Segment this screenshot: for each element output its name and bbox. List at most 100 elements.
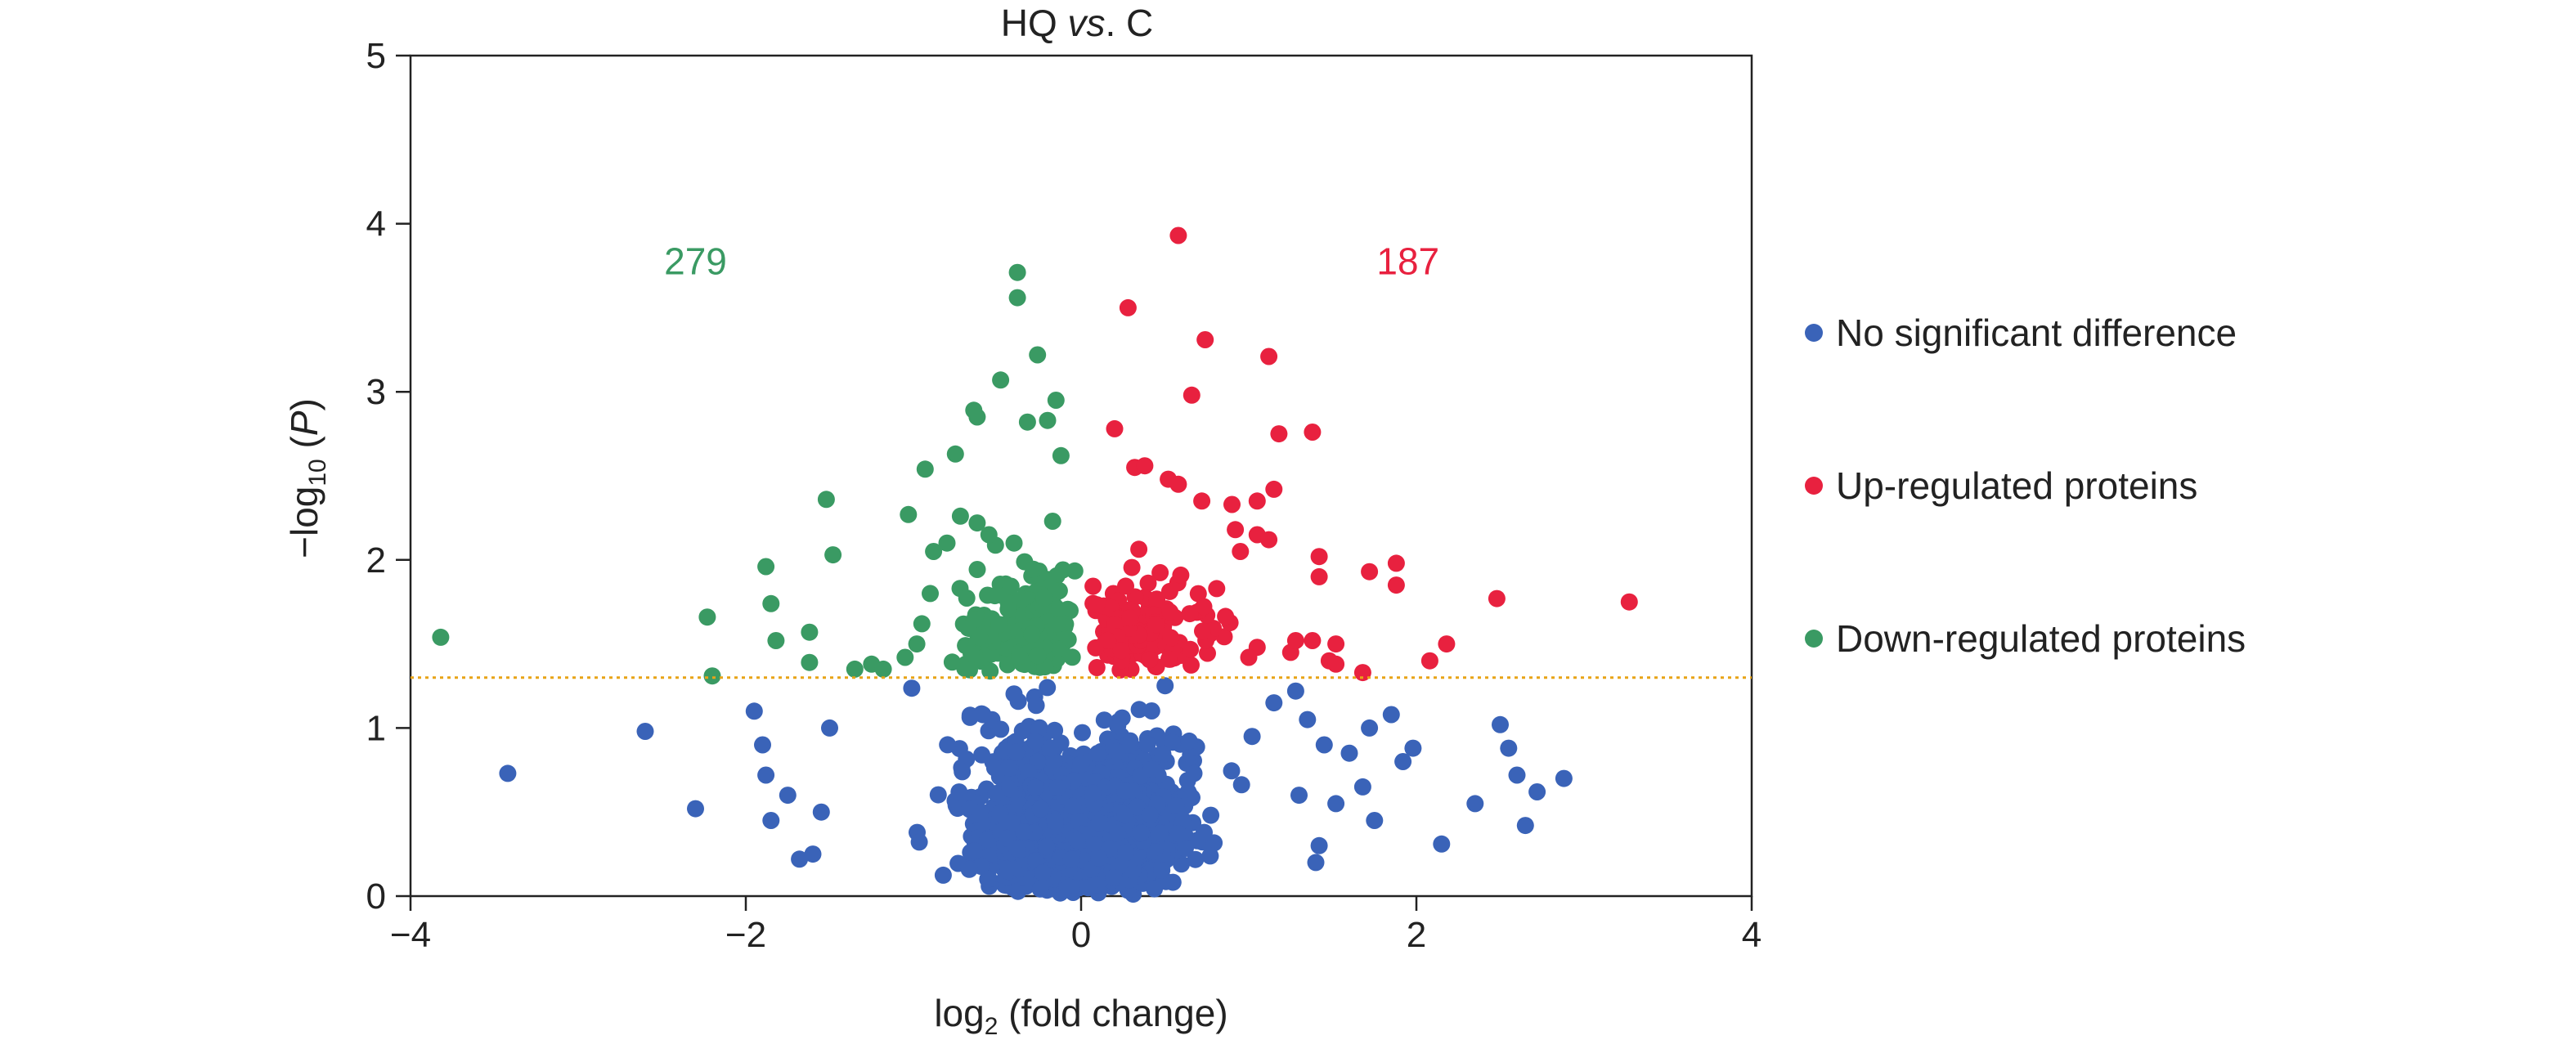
data-point-down-regulated (824, 546, 842, 564)
legend-marker-up-regulated (1805, 477, 1823, 495)
data-point-up-regulated (1260, 347, 1278, 365)
data-point-down-regulated (432, 628, 450, 646)
x-tick-label: −2 (725, 915, 766, 955)
data-point-no-significant (1129, 798, 1147, 816)
legend-marker-down-regulated (1805, 630, 1823, 648)
data-point-no-significant (1154, 745, 1172, 763)
data-point-no-significant (979, 831, 997, 849)
data-point-no-significant (1062, 850, 1080, 868)
data-point-up-regulated (1620, 593, 1638, 611)
data-point-down-regulated (938, 534, 956, 552)
y-tick-label: 1 (366, 708, 386, 748)
data-point-no-significant (1130, 701, 1148, 719)
data-point-down-regulated (762, 594, 780, 612)
data-point-down-regulated (916, 460, 934, 478)
data-point-down-regulated (986, 587, 1003, 605)
data-point-no-significant (1299, 711, 1317, 728)
data-point-no-significant (1500, 739, 1518, 757)
data-point-down-regulated (958, 590, 976, 607)
data-point-no-significant (961, 708, 979, 726)
data-point-no-significant (1003, 814, 1021, 832)
y-tick-label: 5 (366, 36, 386, 76)
data-point-up-regulated (1387, 554, 1405, 572)
legend-marker-no-significant (1805, 324, 1823, 342)
data-point-no-significant (1180, 732, 1198, 750)
data-point-up-regulated (1106, 419, 1124, 437)
data-point-down-regulated (922, 585, 939, 603)
data-point-down-regulated (896, 648, 914, 666)
data-point-no-significant (1015, 823, 1033, 841)
data-point-up-regulated (1183, 386, 1200, 404)
data-point-no-significant (985, 759, 1003, 777)
data-point-no-significant (1361, 719, 1379, 737)
data-point-no-significant (1031, 800, 1049, 818)
data-point-down-regulated (959, 619, 977, 637)
data-point-no-significant (687, 800, 704, 818)
data-point-down-regulated (1005, 534, 1023, 552)
data-point-no-significant (1327, 795, 1345, 813)
x-tick-label: 2 (1407, 915, 1426, 955)
data-point-no-significant (1516, 817, 1534, 835)
data-point-down-regulated (946, 445, 964, 463)
data-point-no-significant (960, 860, 978, 878)
legend-label-up-regulated: Up-regulated proteins (1836, 464, 2197, 507)
data-point-no-significant (1265, 694, 1283, 712)
data-point-down-regulated (846, 660, 864, 678)
data-point-no-significant (1202, 806, 1220, 824)
data-point-up-regulated (1123, 558, 1141, 576)
y-tick-label: 4 (366, 204, 386, 244)
down-regulated-count: 279 (664, 240, 727, 282)
data-point-up-regulated (1189, 585, 1207, 603)
data-point-no-significant (1508, 766, 1526, 784)
data-point-down-regulated (980, 526, 998, 544)
data-point-no-significant (1105, 868, 1123, 886)
data-point-down-regulated (992, 371, 1010, 389)
data-point-no-significant (1116, 806, 1134, 824)
data-point-up-regulated (1310, 567, 1328, 585)
data-point-up-regulated (1160, 650, 1178, 668)
data-point-up-regulated (1353, 664, 1371, 682)
data-point-no-significant (1201, 847, 1219, 865)
data-point-no-significant (1394, 753, 1412, 770)
data-point-no-significant (1433, 835, 1451, 853)
data-point-up-regulated (1139, 574, 1157, 592)
data-point-no-significant (1041, 739, 1059, 757)
data-point-down-regulated (968, 514, 986, 532)
data-point-up-regulated (1172, 566, 1190, 584)
data-point-down-regulated (757, 558, 775, 576)
data-point-no-significant (1187, 850, 1205, 868)
data-point-no-significant (1108, 742, 1126, 760)
data-point-up-regulated (1227, 521, 1245, 539)
data-point-no-significant (1045, 753, 1063, 771)
data-point-up-regulated (1387, 576, 1405, 594)
data-point-no-significant (1079, 879, 1097, 897)
x-tick-label: 4 (1742, 915, 1761, 955)
axis-ticks: −4 −2 0 2 4 0 1 2 3 4 5 (366, 36, 1762, 955)
data-point-up-regulated (1112, 642, 1130, 660)
data-point-no-significant (1088, 745, 1106, 762)
y-tick-label: 2 (366, 540, 386, 581)
data-point-no-significant (1005, 685, 1023, 703)
data-point-down-regulated (1063, 648, 1081, 666)
data-point-down-regulated (1029, 647, 1047, 665)
data-point-no-significant (1286, 682, 1304, 700)
data-point-up-regulated (1147, 616, 1165, 634)
data-point-up-regulated (1438, 635, 1456, 653)
data-point-down-regulated (698, 608, 716, 626)
data-point-no-significant (804, 845, 822, 863)
data-point-no-significant (1185, 764, 1203, 782)
data-point-down-regulated (1035, 589, 1053, 607)
data-point-no-significant (636, 723, 654, 740)
data-point-up-regulated (1136, 457, 1154, 475)
data-point-down-regulated (900, 505, 918, 523)
y-tick-label: 0 (366, 876, 386, 917)
data-point-down-regulated (1043, 513, 1061, 530)
data-point-no-significant (1066, 876, 1084, 894)
y-tick-label: 3 (366, 372, 386, 412)
data-point-no-significant (821, 719, 838, 737)
data-point-up-regulated (1248, 492, 1266, 510)
data-point-down-regulated (908, 635, 926, 653)
data-point-no-significant (1243, 728, 1261, 746)
data-point-up-regulated (1196, 331, 1214, 348)
